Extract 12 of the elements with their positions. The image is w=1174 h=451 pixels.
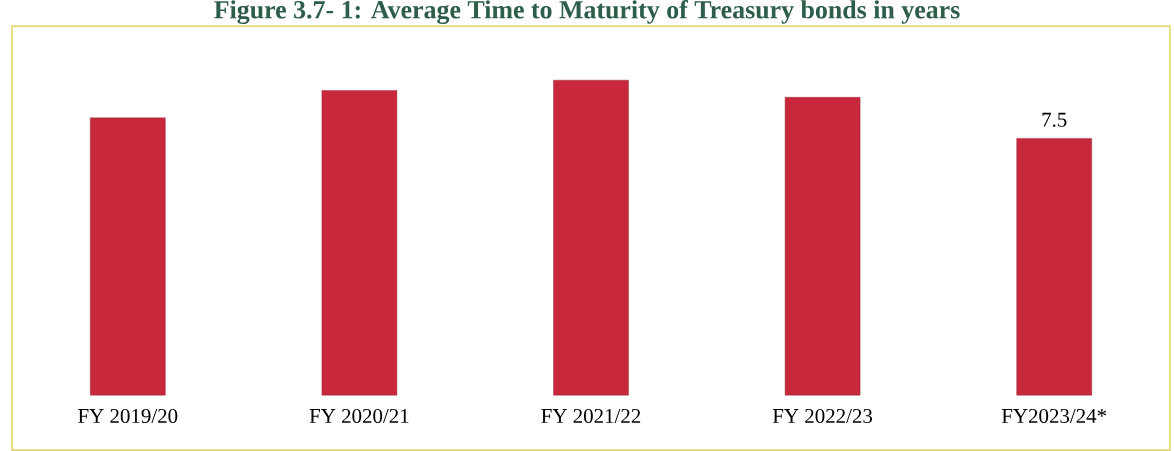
x-tick-label: FY 2021/22 xyxy=(541,408,641,423)
x-tick-label: FY 2020/21 xyxy=(309,408,409,423)
chart-title: Figure 3.7- 1: Average Time to Maturity of Treasury bonds in years xyxy=(214,0,960,24)
bar xyxy=(1016,138,1092,396)
bar xyxy=(784,97,861,396)
data-label: 7.5 xyxy=(1042,112,1067,127)
bar xyxy=(321,90,398,396)
x-tick-label: FY 2019/20 xyxy=(78,408,178,423)
bar xyxy=(553,79,629,396)
x-tick-label: FY2023/24* xyxy=(1001,408,1107,423)
x-tick-label: FY 2022/23 xyxy=(772,408,873,423)
bar xyxy=(90,117,166,396)
